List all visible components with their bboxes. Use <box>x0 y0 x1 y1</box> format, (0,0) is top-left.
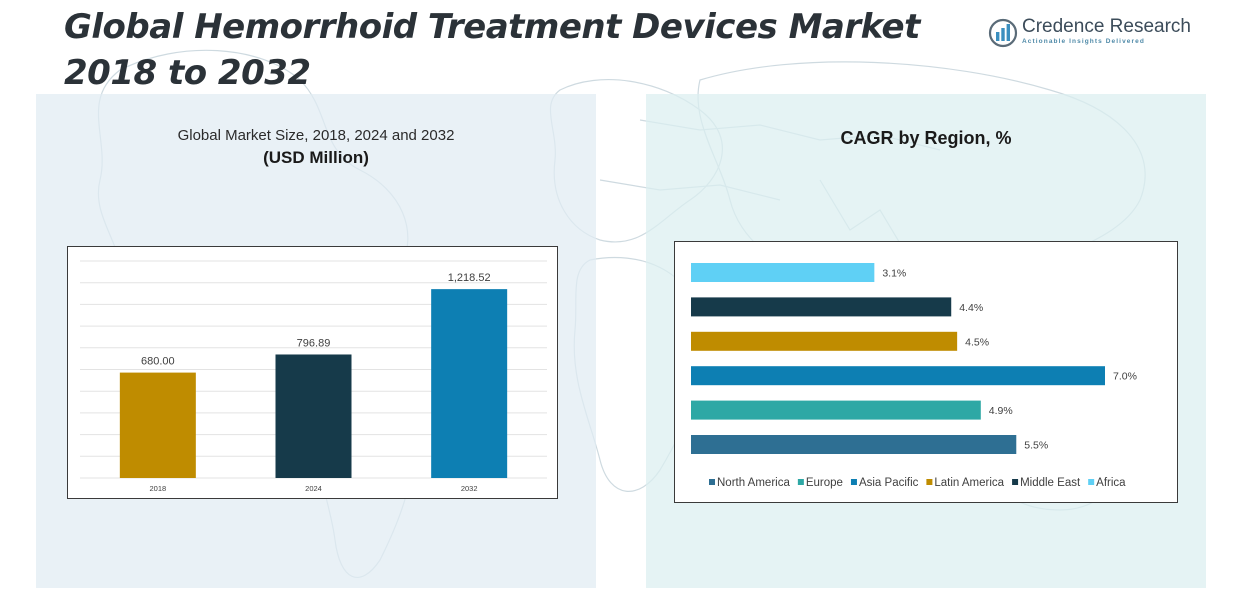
value-label: 5.5% <box>1024 440 1048 452</box>
value-label: 4.9% <box>989 405 1013 417</box>
brand-logo: Credence Research Actionable Insights De… <box>988 16 1191 50</box>
bar-2032 <box>431 289 508 478</box>
legend-item: Europe <box>797 477 843 489</box>
legend-swatch <box>709 479 715 485</box>
bar-2024 <box>275 354 352 478</box>
cagr-chart-title: CAGR by Region, % <box>840 128 1012 148</box>
value-label: 1,218.52 <box>448 272 491 284</box>
legend-swatch <box>850 479 857 485</box>
legend-item: North America <box>709 477 790 489</box>
legend-label: Africa <box>1096 477 1126 489</box>
legend-label: Middle East <box>1020 477 1081 489</box>
market-size-chart-title: Global Market Size, 2018, 2024 and 2032 <box>177 127 455 144</box>
legend-item: Africa <box>1088 477 1126 489</box>
value-label: 680.00 <box>141 356 175 368</box>
legend-item: Middle East <box>1012 477 1081 489</box>
bar-africa <box>691 263 875 282</box>
bar-latin-america <box>691 331 958 351</box>
brand-name: Credence Research <box>1022 16 1191 37</box>
legend-swatch <box>926 479 933 485</box>
legend-label: Asia Pacific <box>859 477 919 489</box>
legend-item: Asia Pacific <box>850 477 919 489</box>
legend-label: North America <box>717 477 790 489</box>
legend-label: Latin America <box>934 477 1004 489</box>
legend-swatch <box>797 479 804 485</box>
x-tick-label: 2018 <box>149 484 166 493</box>
legend-item: Latin America <box>926 477 1005 489</box>
value-label: 3.1% <box>882 268 906 280</box>
bar-europe <box>691 400 981 420</box>
value-label: 4.4% <box>959 302 983 314</box>
bar-2018 <box>119 372 196 478</box>
cagr-bar-svg: 5.5% 4.9% 7.0% 4.5% 4.4% 3.1% North America Eur… <box>691 263 1137 489</box>
bar-middle-east <box>691 297 952 317</box>
market-size-bar-svg: 680.00 2018 796.89 2024 1,218.52 2032 <box>80 260 547 493</box>
bar-asia-pacific <box>691 366 1105 386</box>
market-size-chart: 680.00 2018 796.89 2024 1,218.52 2032 <box>67 246 558 499</box>
value-label: 4.5% <box>965 336 989 348</box>
page-title: Global Hemorrhoid Treatment Devices Mark… <box>64 7 920 93</box>
bar-north-america <box>691 435 1017 454</box>
bar-chart-logo-icon <box>988 18 1018 48</box>
value-label: 796.89 <box>297 337 331 349</box>
market-size-chart-unit: (USD Million) <box>263 148 369 167</box>
x-tick-label: 2032 <box>461 484 478 493</box>
x-tick-label: 2024 <box>305 484 322 493</box>
legend-swatch <box>1088 479 1095 485</box>
legend-swatch <box>1012 479 1019 485</box>
legend-label: Europe <box>806 477 843 489</box>
cagr-chart: 5.5% 4.9% 7.0% 4.5% 4.4% 3.1% North America Eur… <box>674 241 1178 503</box>
brand-tagline: Actionable Insights Delivered <box>1022 38 1145 45</box>
value-label: 7.0% <box>1113 371 1137 383</box>
